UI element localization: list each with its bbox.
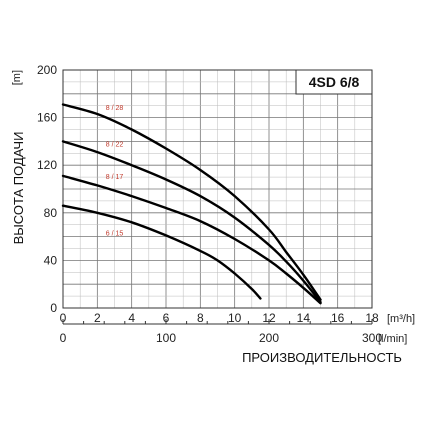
x-tick-label: 18 xyxy=(365,311,379,325)
x-tick-label-lpm: 200 xyxy=(259,331,279,345)
x-tick-label: 16 xyxy=(331,311,345,325)
x-tick-label: 6 xyxy=(163,311,170,325)
x-tick-label-lpm: 0 xyxy=(60,331,67,345)
y-tick-label: 120 xyxy=(37,158,57,172)
x-axis-unit-bottom: [l/min] xyxy=(378,333,407,345)
x-tick-label: 12 xyxy=(262,311,276,325)
y-tick-label: 160 xyxy=(37,111,57,125)
series-line-3 xyxy=(61,204,262,300)
y-tick-label: 0 xyxy=(50,301,57,315)
x-tick-label-lpm: 100 xyxy=(156,331,176,345)
chart-title-box: 4SD 6/8 xyxy=(295,69,373,95)
x-axis-label: ПРОИЗВОДИТЕЛЬНОСТЬ xyxy=(242,350,402,365)
chart-series xyxy=(61,103,322,305)
y-tick-label: 40 xyxy=(44,253,58,267)
chart-title: 4SD 6/8 xyxy=(309,74,360,90)
y-axis-unit: [m] xyxy=(11,70,23,85)
x-tick-label: 0 xyxy=(60,311,67,325)
x-tick-label: 4 xyxy=(128,311,135,325)
chart-labels: 0 2 4 6 8 10 12 14 16 18 0 100 200 300 0 40 80 120 160 200 8… xyxy=(37,63,382,345)
series-label-2: 8 / 17 xyxy=(106,174,124,181)
series-line-1 xyxy=(61,140,322,304)
series-line-0 xyxy=(61,103,322,301)
title-box-frame xyxy=(295,69,373,95)
y-tick-label: 80 xyxy=(44,206,58,220)
series-label-3: 6 / 15 xyxy=(106,231,124,238)
y-tick-label: 200 xyxy=(37,63,57,77)
x-tick-label: 2 xyxy=(94,311,101,325)
plot-frame xyxy=(62,69,373,309)
x-axis-unit-top: [m³/h] xyxy=(387,313,415,325)
x-tick-label: 10 xyxy=(228,311,242,325)
x-tick-label: 14 xyxy=(297,311,311,325)
series-label-0: 8 / 28 xyxy=(106,105,124,112)
series-label-1: 8 / 22 xyxy=(106,142,124,149)
series-line-2 xyxy=(61,174,322,305)
y-axis-label: ВЫСОТА ПОДАЧИ xyxy=(11,132,26,245)
x-tick-label-lpm: 300 xyxy=(362,331,382,345)
x-tick-label: 8 xyxy=(197,311,204,325)
